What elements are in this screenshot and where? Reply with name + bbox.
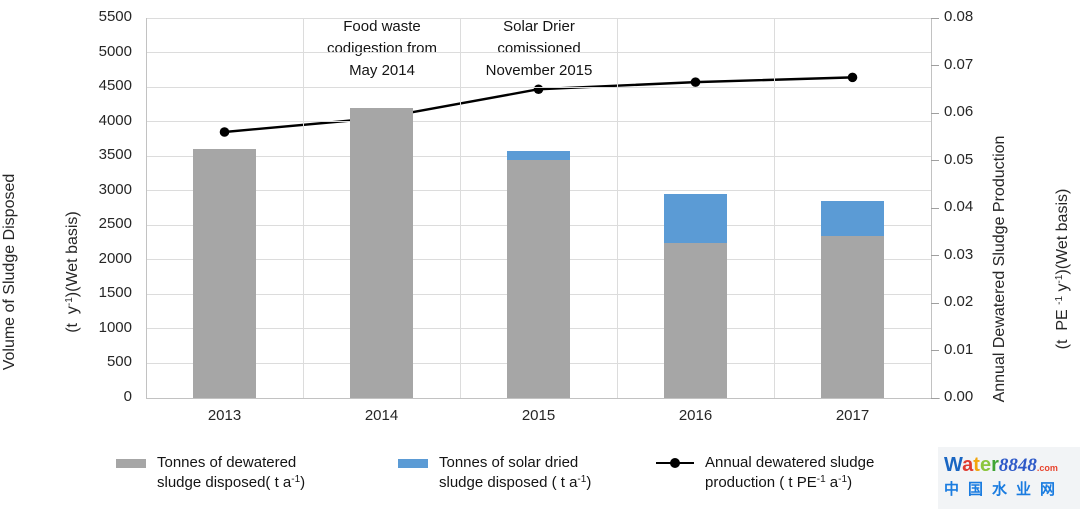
annotation-solar-drier: Solar Drier comissioned November 2015 xyxy=(485,18,593,79)
water8848-watermark: Water8848.com 中国水业网 xyxy=(938,447,1080,509)
water8848-logo: Water8848.com xyxy=(944,454,1080,479)
left-axis-tick-label: 0 xyxy=(123,388,132,405)
x-axis-line xyxy=(146,398,940,399)
legend-swatch-gray-bar xyxy=(116,459,146,468)
superscript: -1 xyxy=(816,474,826,485)
x-axis-label: 2016 xyxy=(678,407,713,424)
right-axis-tick xyxy=(931,255,939,256)
superscript: -1 xyxy=(1054,295,1065,305)
left-axis-tick-label: 2500 xyxy=(98,215,132,233)
right-axis-tick-label: 0.07 xyxy=(944,55,974,73)
right-axis-tick xyxy=(931,207,939,209)
superscript: -1 xyxy=(1054,274,1065,284)
left-axis-tick-label: 2000 xyxy=(98,249,132,267)
watermark-letter: a xyxy=(962,454,974,476)
right-axis-tick-label: 0.06 xyxy=(944,103,974,120)
right-axis-tick-label: 0.04 xyxy=(944,198,974,215)
legend-marker-line-icon xyxy=(656,458,694,468)
bar-dewatered-sludge xyxy=(507,159,570,398)
left-axis-title: Volume of Sludge Disposed (t y-1)(Wet ba… xyxy=(0,82,127,462)
right-axis-tick-label: 0.00 xyxy=(944,388,974,405)
watermark-letter: t xyxy=(973,454,980,476)
bar-solar-dried-sludge xyxy=(821,201,884,236)
right-axis-tick xyxy=(931,17,939,19)
superscript: -1 xyxy=(838,474,848,485)
gridline-horizontal xyxy=(146,17,931,19)
watermark-letter: r xyxy=(991,454,999,476)
line-marker xyxy=(847,72,858,83)
x-axis-label: 2013 xyxy=(207,407,242,424)
left-axis-tick-label: 1500 xyxy=(98,284,132,302)
legend-item-solar-dried-sludge: Tonnes of solar dried sludge disposed ( … xyxy=(398,453,591,495)
right-axis-tick xyxy=(931,65,939,66)
legend-swatch-blue-bar xyxy=(398,459,428,468)
left-axis-title-line1: Volume of Sludge Disposed xyxy=(1,173,18,371)
left-axis-tick-label: 1000 xyxy=(98,318,132,336)
left-axis-tick-label: 4500 xyxy=(98,77,132,95)
left-axis-title-line2: (t y-1)(Wet basis) xyxy=(64,211,81,333)
left-axis-tick-label: 500 xyxy=(106,353,132,371)
water8848-letters: Water xyxy=(944,454,999,476)
superscript: -1 xyxy=(577,474,587,485)
bar-dewatered-sludge xyxy=(350,107,413,398)
watermark-letter: e xyxy=(979,454,992,476)
gridline-horizontal xyxy=(146,52,931,54)
left-axis-tick-label: 4000 xyxy=(98,111,132,129)
right-axis-tick-label: 0.08 xyxy=(944,8,974,25)
bar-solar-dried-sludge xyxy=(507,151,570,160)
watermark-letter: W xyxy=(944,454,963,476)
gridline-vertical xyxy=(774,18,775,398)
bar-dewatered-sludge xyxy=(664,242,727,398)
left-axis-tick-label: 3500 xyxy=(98,146,132,164)
plot-border-left xyxy=(146,18,147,398)
right-axis-title-line2: (t PE -1 y-1)(Wet basis) xyxy=(1054,188,1071,350)
line-annual-production xyxy=(224,76,853,134)
x-axis-label: 2015 xyxy=(521,407,556,424)
legend-label: Tonnes of dewatered sludge disposed( t a… xyxy=(157,454,306,491)
right-axis-tick xyxy=(931,160,939,161)
x-axis-label: 2014 xyxy=(364,407,399,424)
water8848-number: 8848 xyxy=(998,455,1037,476)
right-axis-tick-label: 0.03 xyxy=(944,245,974,263)
legend-marker-dot-icon xyxy=(670,458,680,468)
legend-item-dewatered-sludge: Tonnes of dewatered sludge disposed( t a… xyxy=(116,453,305,495)
right-axis-tick xyxy=(931,350,939,351)
superscript: -1 xyxy=(291,474,301,485)
gridline-vertical xyxy=(617,18,618,398)
gridline-vertical xyxy=(303,18,304,398)
x-axis-label: 2017 xyxy=(835,407,870,424)
left-axis-tick-label: 5500 xyxy=(98,8,132,25)
bar-dewatered-sludge xyxy=(821,235,884,398)
legend-label: Tonnes of solar dried sludge disposed ( … xyxy=(439,454,592,491)
left-axis-tick-label: 3000 xyxy=(98,180,132,198)
legend-label: Annual dewatered sludge production ( t P… xyxy=(705,454,875,491)
gridline-horizontal xyxy=(146,121,931,123)
left-axis-tick-label: 5000 xyxy=(98,42,132,60)
line-marker xyxy=(219,127,230,137)
right-axis-tick-label: 0.02 xyxy=(944,293,974,310)
water8848-dotcom: .com xyxy=(1036,463,1058,473)
watermark-chinese-subtitle: 中国水业网 xyxy=(944,481,1065,498)
legend-item-annual-production: Annual dewatered sludge production ( t P… xyxy=(656,453,874,495)
right-axis-tick-label: 0.05 xyxy=(944,150,974,168)
right-axis-tick xyxy=(931,397,939,399)
right-axis-tick xyxy=(931,302,939,304)
gridline-horizontal xyxy=(146,86,931,88)
bar-solar-dried-sludge xyxy=(664,194,727,243)
right-axis-tick-label: 0.01 xyxy=(944,340,974,358)
right-axis-tick xyxy=(931,112,939,114)
gridline-vertical xyxy=(460,18,461,398)
line-marker xyxy=(690,77,701,87)
bar-dewatered-sludge xyxy=(193,149,256,398)
